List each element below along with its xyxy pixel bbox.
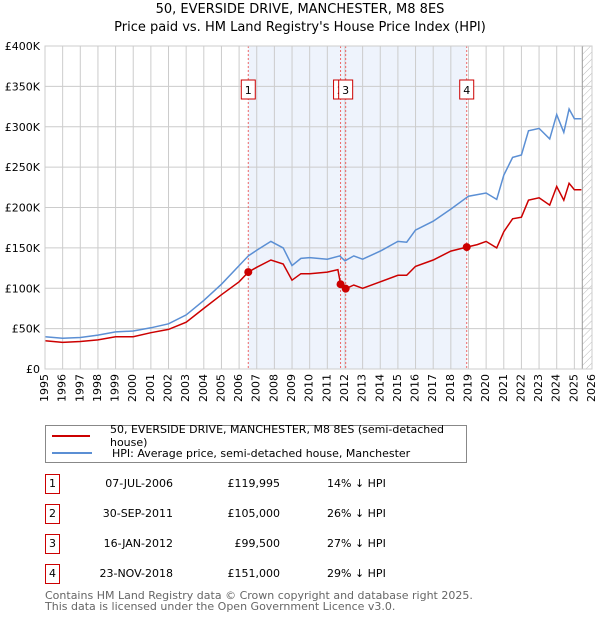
legend-item-hpi: HPI: Average price, semi-detached house,… (46, 445, 410, 461)
x-tick-label: 2011 (320, 374, 333, 402)
sale-point (341, 284, 350, 293)
sale-point (244, 268, 253, 277)
y-tick-label: £250K (5, 161, 41, 174)
x-tick-label: 2014 (373, 374, 386, 402)
sale-point (462, 243, 471, 252)
x-tick-label: 2010 (303, 374, 316, 402)
legend: 50, EVERSIDE DRIVE, MANCHESTER, M8 8ES (… (45, 423, 467, 463)
sale-hpi-delta: 14% ↓ HPI (327, 477, 386, 490)
y-tick-label: £100K (5, 282, 41, 295)
sale-label: 1 (245, 84, 252, 97)
hpi-line (44, 106, 582, 340)
legend-swatch (52, 452, 92, 454)
sale-row: 4 23-NOV-2018 £151,000 29% ↓ HPI (45, 564, 465, 584)
x-tick-label: 2001 (144, 374, 157, 402)
sale-date: 07-JUL-2006 (105, 477, 173, 490)
sale-badge: 3 (45, 534, 60, 554)
x-tick-label: 2018 (444, 374, 457, 402)
x-tick-label: 2022 (514, 374, 527, 402)
legend-swatch (52, 435, 90, 437)
y-tick-label: £350K (5, 80, 41, 93)
x-tick-label: 1999 (109, 374, 122, 402)
sale-label-box (240, 79, 256, 100)
sale-hpi-delta: 29% ↓ HPI (327, 567, 386, 580)
legend-label: HPI: Average price, semi-detached house,… (112, 446, 411, 460)
sale-date: 30-SEP-2011 (102, 507, 173, 520)
x-tick-label: 2016 (409, 374, 422, 402)
x-tick-label: 1996 (56, 374, 69, 402)
plot-frame (44, 45, 593, 370)
chart-title: 50, EVERSIDE DRIVE, MANCHESTER, M8 8ES (155, 2, 445, 17)
x-tick-label: 2025 (567, 374, 580, 402)
sale-hpi-delta: 27% ↓ HPI (327, 537, 386, 550)
y-tick-label: £400K (5, 40, 41, 53)
x-tick-label: 1998 (91, 374, 104, 402)
sale-badge: 4 (45, 564, 60, 584)
x-tick-label: 2007 (250, 374, 263, 402)
x-tick-label: 2012 (338, 374, 351, 402)
x-tick-label: 2017 (426, 374, 439, 402)
sale-hpi-delta: 26% ↓ HPI (327, 507, 386, 520)
x-tick-label: 2024 (550, 374, 563, 402)
x-tick-label: 2020 (479, 374, 492, 402)
legend-label: 50, EVERSIDE DRIVE, MANCHESTER, M8 8ES (… (109, 423, 444, 449)
footer-line: This data is licensed under the Open Gov… (45, 600, 396, 613)
sale-price: £151,000 (227, 567, 281, 580)
x-tick-label: 2002 (162, 374, 175, 402)
x-tick-label: 2026 (585, 374, 598, 402)
sale-badge: 2 (45, 504, 60, 524)
sale-price: £105,000 (227, 507, 281, 520)
legend-item-property: 50, EVERSIDE DRIVE, MANCHESTER, M8 8ES (… (46, 423, 466, 449)
sale-row: 1 07-JUL-2006 £119,995 14% ↓ HPI (45, 474, 465, 494)
x-tick-label: 2000 (126, 374, 139, 402)
sale-date: 16-JAN-2012 (103, 537, 173, 550)
y-tick-label: £50K (12, 323, 41, 336)
footer-line: Contains HM Land Registry data © Crown c… (45, 589, 473, 602)
x-tick-label: 2008 (267, 374, 280, 402)
x-tick-label: 1995 (38, 374, 51, 402)
sale-date: 23-NOV-2018 (99, 567, 173, 580)
y-tick-label: £150K (5, 242, 41, 255)
y-tick-label: £300K (5, 121, 41, 134)
sale-label-box (338, 79, 354, 100)
y-tick-label: £0 (26, 363, 40, 376)
x-tick-label: 2003 (179, 374, 192, 402)
sale-price: £99,500 (234, 537, 281, 550)
x-tick-label: 2019 (461, 374, 474, 402)
chart-subtitle: Price paid vs. HM Land Registry's House … (114, 20, 486, 35)
price-chart: 1995 1996 1997 1998 1999 2000 2001 2002 2003 2004… (5, 40, 598, 402)
x-tick-label: 2006 (232, 374, 245, 402)
y-tick-label: £200K (5, 202, 41, 215)
x-tick-label: 2005 (214, 374, 227, 402)
property-price-line (44, 181, 582, 344)
x-tick-label: 2015 (391, 374, 404, 402)
sale-badge: 1 (45, 474, 60, 494)
x-tick-label: 2023 (532, 374, 545, 402)
x-tick-label: 1997 (73, 374, 86, 402)
sale-row: 2 30-SEP-2011 £105,000 26% ↓ HPI (45, 504, 465, 524)
x-tick-label: 2004 (197, 374, 210, 402)
footer: Contains HM Land Registry data © Crown c… (45, 590, 473, 612)
x-tick-label: 2009 (285, 374, 298, 402)
sale-label: 3 (342, 84, 349, 97)
x-tick-label: 2013 (356, 374, 369, 402)
sale-price: £119,995 (227, 477, 281, 490)
sale-label: 4 (463, 84, 470, 97)
sale-label-box (459, 79, 475, 100)
x-tick-label: 2021 (497, 374, 510, 402)
sale-row: 3 16-JAN-2012 £99,500 27% ↓ HPI (45, 534, 465, 554)
